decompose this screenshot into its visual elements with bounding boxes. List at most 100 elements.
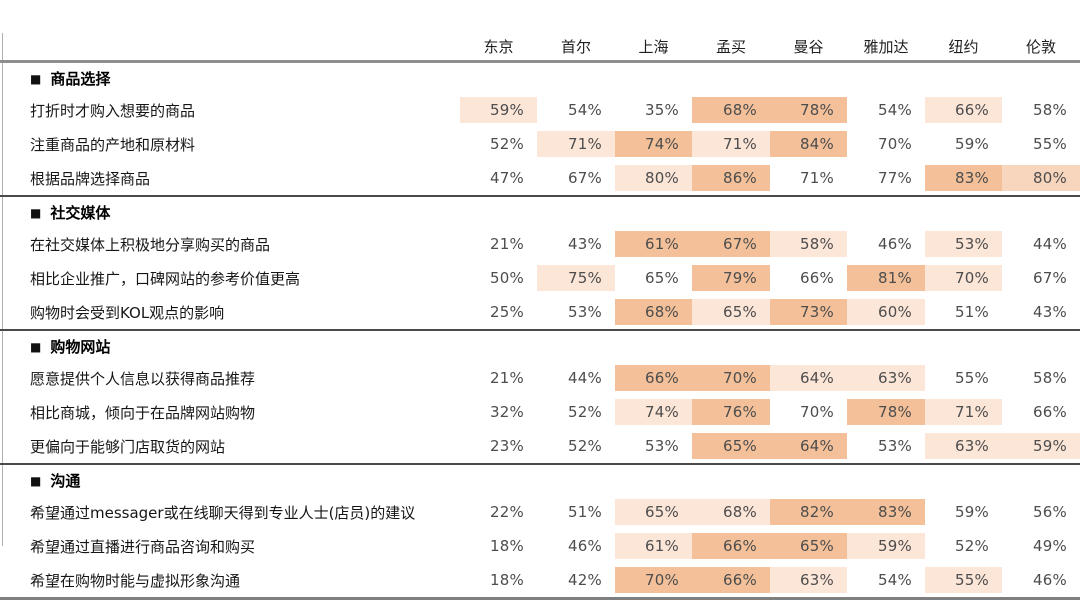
heatmap-cell-value: 83%: [847, 499, 925, 525]
heatmap-cell: 21%: [460, 227, 537, 261]
heatmap-cell-value: 68%: [692, 97, 770, 123]
heatmap-cell: 61%: [615, 227, 692, 261]
heatmap-cell: 70%: [925, 261, 1002, 295]
heatmap-cell-value: 51%: [568, 503, 602, 521]
heatmap-cell: 65%: [615, 261, 692, 295]
heatmap-cell: 79%: [692, 261, 770, 295]
heatmap-cell: 54%: [537, 93, 615, 127]
heatmap-cell: 43%: [1002, 295, 1080, 329]
heatmap-cell: 59%: [460, 93, 537, 127]
heatmap-cell: 46%: [1002, 563, 1080, 597]
table-row: 希望通过直播进行商品咨询和购买 18% 46% 61% 66% 65% 59% 52% 49%: [0, 529, 1080, 563]
heatmap-cell-value: 65%: [645, 269, 679, 287]
heatmap-cell: 59%: [1002, 429, 1080, 463]
column-header-city: 首尔: [537, 33, 615, 63]
heatmap-cell: 35%: [615, 93, 692, 127]
row-label: 购物时会受到KOL观点的影响: [30, 303, 225, 322]
heatmap-cell: 32%: [460, 395, 537, 429]
heatmap-cell: 18%: [460, 529, 537, 563]
heatmap-cell-value: 53%: [568, 303, 602, 321]
heatmap-cell: 60%: [847, 295, 925, 329]
heatmap-table-wrapper: 东京 首尔 上海 孟买 曼谷 雅加达 纽约 伦敦 ■ 商品选择 打折时才购入想要的商品 59% 54%…: [0, 33, 1080, 600]
column-header-city: 东京: [460, 33, 537, 63]
heatmap-cell: 78%: [770, 93, 847, 127]
heatmap-cell-value: 79%: [692, 265, 770, 291]
heatmap-cell-value: 51%: [955, 303, 989, 321]
heatmap-cell-value: 71%: [692, 131, 770, 157]
heatmap-cell-value: 80%: [1002, 165, 1080, 191]
heatmap-cell-value: 63%: [847, 365, 925, 391]
heatmap-cell: 59%: [925, 495, 1002, 529]
heatmap-cell-value: 66%: [692, 533, 770, 559]
heatmap-cell: 66%: [692, 529, 770, 563]
heatmap-cell: 53%: [537, 295, 615, 329]
heatmap-cell: 75%: [537, 261, 615, 295]
heatmap-cell-value: 74%: [615, 399, 692, 425]
section-header-cell: ■ 购物网站: [0, 329, 1080, 361]
section-header-row: ■ 购物网站: [0, 329, 1080, 361]
heatmap-cell-value: 44%: [1033, 235, 1067, 253]
heatmap-cell-value: 70%: [800, 403, 834, 421]
heatmap-cell: 65%: [770, 529, 847, 563]
heatmap-cell-value: 58%: [770, 231, 847, 257]
heatmap-cell-value: 70%: [615, 567, 692, 593]
heatmap-cell-value: 52%: [490, 135, 524, 153]
heatmap-cell-value: 65%: [692, 433, 770, 459]
heatmap-cell-value: 65%: [615, 499, 692, 525]
heatmap-cell: 51%: [925, 295, 1002, 329]
heatmap-cell: 56%: [1002, 495, 1080, 529]
heatmap-cell-value: 59%: [955, 503, 989, 521]
table-body: ■ 商品选择 打折时才购入想要的商品 59% 54% 35% 68% 78% 54% 66% 58%…: [0, 63, 1080, 597]
heatmap-cell: 51%: [537, 495, 615, 529]
heatmap-cell: 76%: [692, 395, 770, 429]
heatmap-cell-value: 78%: [770, 97, 847, 123]
table-row: 愿意提供个人信息以获得商品推荐 21% 44% 66% 70% 64% 63% 55% 58%: [0, 361, 1080, 395]
heatmap-cell: 84%: [770, 127, 847, 161]
heatmap-cell-value: 64%: [770, 365, 847, 391]
heatmap-cell: 44%: [537, 361, 615, 395]
heatmap-cell: 74%: [615, 395, 692, 429]
heatmap-cell-value: 50%: [490, 269, 524, 287]
heatmap-cell-value: 42%: [568, 571, 602, 589]
heatmap-cell-value: 56%: [1033, 503, 1067, 521]
heatmap-cell-value: 53%: [645, 437, 679, 455]
city-preference-heatmap-table: 东京 首尔 上海 孟买 曼谷 雅加达 纽约 伦敦 ■ 商品选择 打折时才购入想要的商品 59% 54%…: [0, 33, 1080, 597]
column-header-city: 孟买: [692, 33, 770, 63]
heatmap-cell-value: 74%: [615, 131, 692, 157]
heatmap-cell-value: 61%: [615, 231, 692, 257]
heatmap-cell-value: 47%: [490, 169, 524, 187]
heatmap-cell-value: 59%: [460, 97, 537, 123]
table-row: 购物时会受到KOL观点的影响 25% 53% 68% 65% 73% 60% 51% 43%: [0, 295, 1080, 329]
left-border-rule: [2, 33, 3, 546]
heatmap-cell-value: 55%: [955, 369, 989, 387]
row-label: 希望在购物时能与虚拟形象沟通: [30, 571, 241, 590]
heatmap-cell-value: 59%: [955, 135, 989, 153]
section-marker-icon: ■: [30, 473, 42, 488]
table-row: 希望通过messager或在线聊天得到专业人士(店员)的建议 22% 51% 65% 6…: [0, 495, 1080, 529]
heatmap-cell-value: 58%: [1033, 369, 1067, 387]
heatmap-cell: 44%: [1002, 227, 1080, 261]
heatmap-cell: 65%: [692, 295, 770, 329]
table-row: 相比企业推广，口碑网站的参考价值更高 50% 75% 65% 79% 66% 81% 70% 6…: [0, 261, 1080, 295]
heatmap-cell: 43%: [537, 227, 615, 261]
heatmap-cell-value: 18%: [490, 571, 524, 589]
heatmap-cell: 53%: [847, 429, 925, 463]
heatmap-cell-value: 25%: [490, 303, 524, 321]
section-header-row: ■ 社交媒体: [0, 195, 1080, 227]
heatmap-cell: 61%: [615, 529, 692, 563]
heatmap-cell: 52%: [537, 429, 615, 463]
heatmap-cell-value: 65%: [692, 299, 770, 325]
heatmap-cell: 71%: [537, 127, 615, 161]
heatmap-cell-value: 70%: [878, 135, 912, 153]
heatmap-cell: 70%: [770, 395, 847, 429]
heatmap-cell-value: 46%: [878, 235, 912, 253]
heatmap-cell-value: 54%: [878, 101, 912, 119]
heatmap-cell-value: 86%: [692, 165, 770, 191]
heatmap-cell-value: 66%: [1033, 403, 1067, 421]
heatmap-cell: 66%: [615, 361, 692, 395]
heatmap-cell: 55%: [1002, 127, 1080, 161]
heatmap-cell-value: 54%: [568, 101, 602, 119]
section-title: 购物网站: [50, 337, 111, 356]
heatmap-cell-value: 66%: [692, 567, 770, 593]
